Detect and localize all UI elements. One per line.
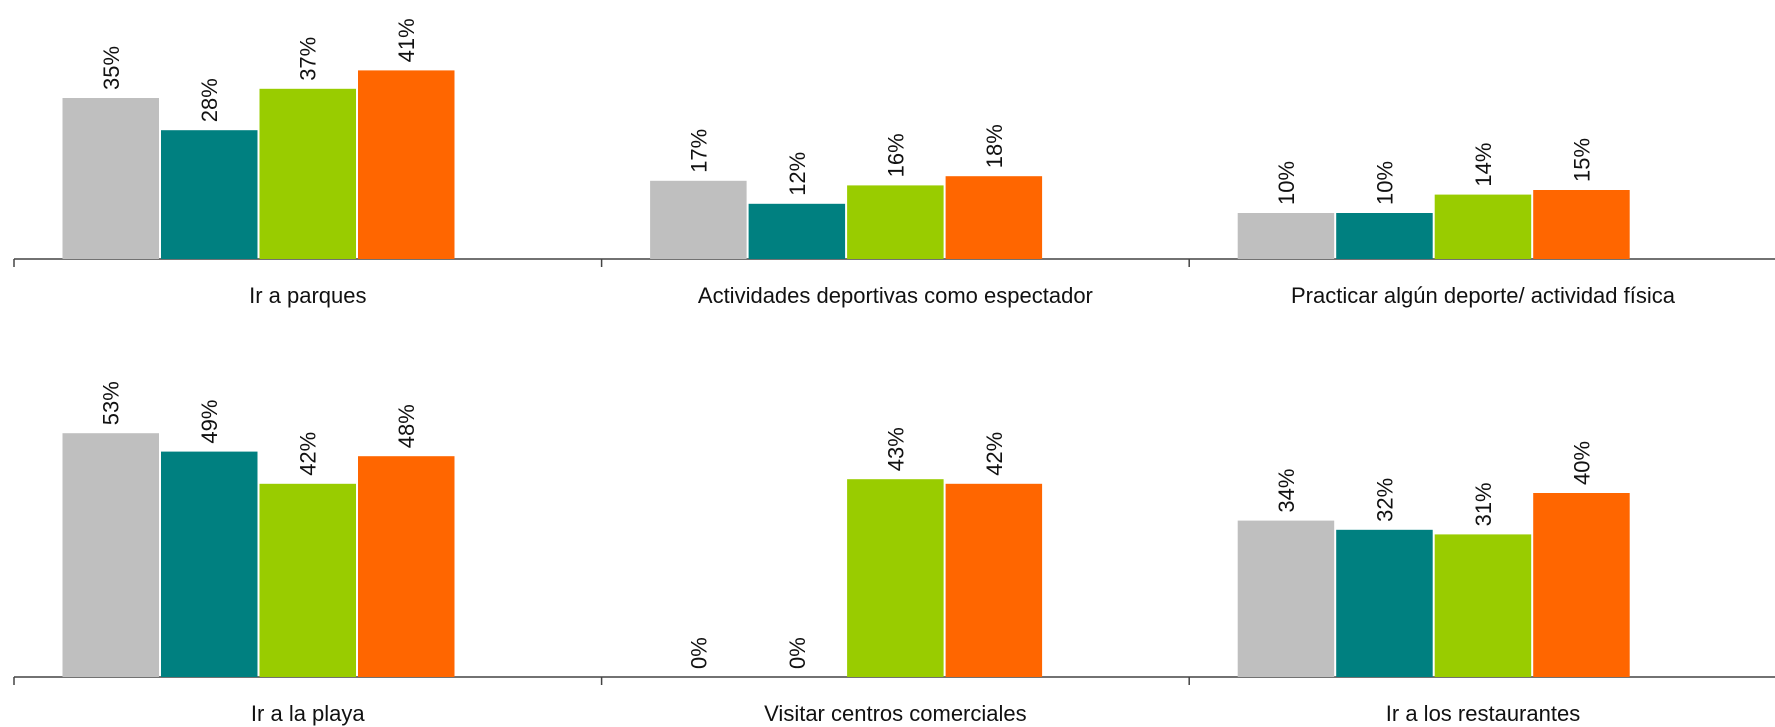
bar	[945, 483, 1043, 677]
value-label: 40%	[1569, 441, 1594, 485]
category-label: Practicar algún deporte/ actividad físic…	[1291, 283, 1676, 308]
value-label: 35%	[99, 46, 124, 90]
bar	[945, 176, 1043, 259]
bar	[1336, 529, 1433, 677]
category-label: Ir a parques	[249, 283, 366, 308]
bar	[847, 185, 944, 259]
bar	[62, 433, 159, 677]
value-label: 17%	[686, 129, 711, 173]
category-label: Actividades deportivas como espectador	[698, 283, 1093, 308]
bar	[358, 70, 455, 260]
bar	[259, 483, 356, 677]
category-label: Visitar centros comerciales	[764, 701, 1026, 726]
bar	[748, 203, 846, 259]
bar	[1533, 493, 1630, 677]
value-label: 49%	[197, 400, 222, 444]
bar	[1434, 534, 1532, 677]
bar	[1336, 213, 1433, 259]
value-label: 15%	[1569, 138, 1594, 182]
bar	[650, 180, 747, 259]
bar	[847, 479, 944, 677]
value-label: 0%	[686, 637, 711, 669]
value-label: 28%	[197, 78, 222, 122]
bar	[161, 130, 258, 259]
value-label: 43%	[883, 427, 908, 471]
value-label: 48%	[394, 404, 419, 448]
bar	[1237, 520, 1335, 677]
value-label: 31%	[1471, 482, 1496, 526]
value-label: 32%	[1372, 478, 1397, 522]
bar	[1237, 213, 1335, 259]
bar	[1533, 190, 1630, 259]
value-label: 12%	[785, 152, 810, 196]
bar	[62, 98, 159, 259]
value-label: 14%	[1471, 143, 1496, 187]
value-label: 16%	[883, 133, 908, 177]
value-label: 41%	[394, 18, 419, 62]
value-label: 53%	[99, 381, 124, 425]
bar	[358, 456, 455, 677]
bar	[1434, 194, 1532, 259]
bar	[161, 451, 258, 677]
category-label: Ir a la playa	[251, 701, 365, 726]
value-label: 0%	[785, 637, 810, 669]
value-label: 18%	[982, 124, 1007, 168]
category-label: Ir a los restaurantes	[1386, 701, 1580, 726]
bar	[259, 88, 356, 259]
value-label: 10%	[1372, 161, 1397, 205]
value-label: 37%	[296, 37, 321, 81]
value-label: 34%	[1274, 469, 1299, 513]
value-label: 42%	[296, 432, 321, 476]
value-label: 42%	[982, 432, 1007, 476]
value-label: 10%	[1274, 161, 1299, 205]
